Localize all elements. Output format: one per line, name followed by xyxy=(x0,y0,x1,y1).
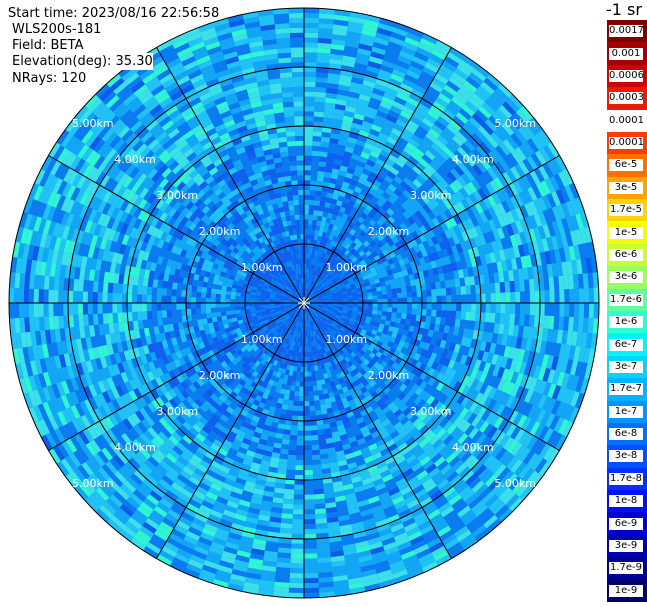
colorbar-tick-label: 0.001 xyxy=(609,47,643,60)
range-ring-label: 4.00km xyxy=(114,441,156,454)
device-label: WLS200s-181 xyxy=(12,22,102,37)
colorbar-tick-label: 1.7e-5 xyxy=(609,204,643,217)
field-label: Field: BETA xyxy=(12,38,84,53)
start-time-label: Start time: 2023/08/16 22:56:58 xyxy=(8,6,220,21)
colorbar-tick-label: 1e-7 xyxy=(609,405,643,418)
colorbar-tick-label: 1.7e-9 xyxy=(609,562,643,575)
colorbar-swatch: 1.7e-9 xyxy=(607,557,647,580)
range-ring-label: 1.00km xyxy=(241,261,283,274)
range-ring-labels: 1.00km 1.00km 1.00km 1.00km 2.00km 2.00km 2.00… xyxy=(72,117,536,490)
colorbar-tick-label: 0.0001 xyxy=(609,137,643,150)
range-ring-label: 2.00km xyxy=(199,369,241,382)
colorbar-tick-label: 6e-5 xyxy=(609,159,643,172)
range-ring-label: 3.00km xyxy=(156,189,198,202)
colorbar-swatch: 0.0017 xyxy=(607,20,647,43)
colorbar-unit: -1 sr xyxy=(606,0,642,19)
colorbar-swatch: 1.7e-6 xyxy=(607,288,647,311)
colorbar-swatch: 0.00017 xyxy=(607,109,647,132)
colorbar-swatch: 3e-8 xyxy=(607,445,647,468)
range-ring-label: 5.00km xyxy=(72,117,114,130)
colorbar-tick-label: 6e-7 xyxy=(609,338,643,351)
colorbar-swatch: 1.7e-5 xyxy=(607,199,647,222)
colorbar-tick-label: 3e-6 xyxy=(609,271,643,284)
colorbar-swatch: 6e-5 xyxy=(607,154,647,177)
range-ring-label: 2.00km xyxy=(368,369,410,382)
colorbar-swatch: 6e-8 xyxy=(607,422,647,446)
colorbar-swatch: 0.001 xyxy=(607,42,647,65)
colorbar-tick-label: 6e-9 xyxy=(609,517,643,530)
colorbar-tick-label: 6e-8 xyxy=(609,428,643,441)
range-ring-label: 4.00km xyxy=(114,153,156,166)
nrays-label: NRays: 120 xyxy=(12,71,87,86)
colorbar-swatch: 1.7e-8 xyxy=(607,467,647,491)
range-ring-label: 1.00km xyxy=(325,333,367,346)
colorbar-tick-label: 1.7e-6 xyxy=(609,293,643,306)
colorbar-swatch: 3e-6 xyxy=(607,266,647,289)
colorbar-swatch: 1.7e-7 xyxy=(607,378,647,401)
range-ring-label: 5.00km xyxy=(72,477,114,490)
range-ring-label: 1.00km xyxy=(325,261,367,274)
range-ring-label: 2.00km xyxy=(199,225,241,238)
colorbar-swatch: 3e-7 xyxy=(607,355,647,379)
colorbar-swatch: 3e-9 xyxy=(607,534,647,558)
range-ring-label: 4.00km xyxy=(452,153,494,166)
range-ring-label: 5.00km xyxy=(494,477,536,490)
colorbar-swatch: 1e-5 xyxy=(607,221,647,244)
colorbar-swatch: 6e-6 xyxy=(607,243,647,267)
colorbar-tick-label: 1e-8 xyxy=(609,495,643,508)
colorbar-tick-label: 1.7e-7 xyxy=(609,383,643,396)
elevation-label: Elevation(deg): 35.30 xyxy=(12,53,153,70)
range-ring-label: 2.00km xyxy=(368,225,410,238)
range-ring-label: 1.00km xyxy=(241,333,283,346)
colorbar-tick-label: 0.0003 xyxy=(609,92,643,105)
colorbar-tick-label: 0.0006 xyxy=(609,69,643,82)
range-ring-label: 3.00km xyxy=(156,405,198,418)
colorbar-swatch: 1e-7 xyxy=(607,400,647,423)
colorbar-tick-label: 1e-9 xyxy=(609,584,643,597)
colorbar-swatch: 0.0003 xyxy=(607,87,647,110)
colorbar-swatch: 6e-7 xyxy=(607,333,647,356)
colorbar-swatch: 1e-9 xyxy=(607,579,647,602)
colorbar-tick-label: 1.7e-8 xyxy=(609,472,643,485)
colorbar-tick-label: 3e-8 xyxy=(609,450,643,463)
range-ring-label: 3.00km xyxy=(410,405,452,418)
colorbar-tick-label: 1e-5 xyxy=(609,226,643,239)
colorbar-swatch: 3e-5 xyxy=(607,176,647,200)
colorbar: 0.0017 0.001 0.0006 0.0003 0.00017 0.0001 6e-5… xyxy=(607,20,647,602)
colorbar-tick-label: 3e-9 xyxy=(609,540,643,553)
colorbar-swatch: 1e-8 xyxy=(607,490,647,513)
colorbar-swatch: 0.0001 xyxy=(607,131,647,155)
range-ring-label: 5.00km xyxy=(494,117,536,130)
beta-field-image xyxy=(9,8,599,598)
colorbar-tick-label: 0.00017 xyxy=(609,114,643,127)
range-ring-label: 3.00km xyxy=(410,189,452,202)
colorbar-swatch: 0.0006 xyxy=(607,64,647,88)
center-marker xyxy=(298,297,310,309)
range-ring-label: 4.00km xyxy=(452,441,494,454)
colorbar-tick-label: 6e-6 xyxy=(609,249,643,262)
colorbar-tick-label: 1e-6 xyxy=(609,316,643,329)
colorbar-swatch: 6e-9 xyxy=(607,512,647,535)
colorbar-tick-label: 3e-5 xyxy=(609,181,643,194)
colorbar-tick-label: 3e-7 xyxy=(609,360,643,373)
colorbar-swatch: 1e-6 xyxy=(607,311,647,334)
colorbar-tick-label: 0.0017 xyxy=(609,25,643,38)
